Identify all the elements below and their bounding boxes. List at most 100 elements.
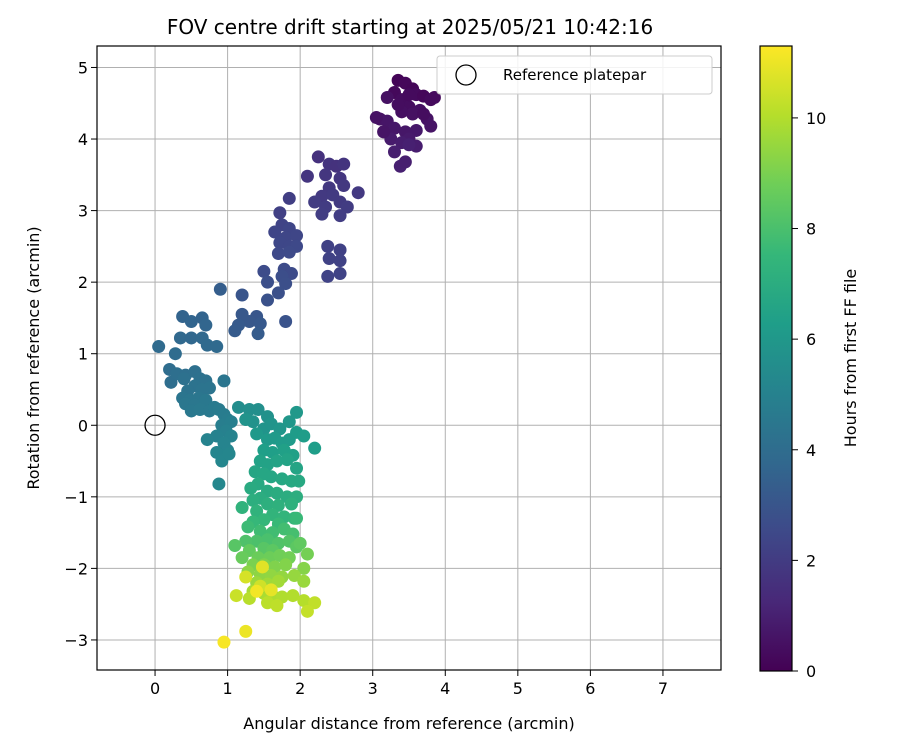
colorbar: 0 2 4 6 8 10 Hours from first FF file xyxy=(759,45,860,681)
data-point xyxy=(253,524,267,538)
y-tick-label: −1 xyxy=(64,488,88,507)
data-point xyxy=(251,327,265,341)
x-tick-label: 4 xyxy=(440,679,450,698)
data-point xyxy=(212,477,226,491)
data-point xyxy=(380,91,394,105)
data-point xyxy=(321,239,335,253)
data-point xyxy=(235,288,249,302)
data-point xyxy=(173,331,187,345)
data-point xyxy=(264,583,278,597)
data-point xyxy=(340,200,354,214)
x-axis-ticks: 0 1 2 3 4 5 6 7 xyxy=(150,670,668,698)
y-axis-ticks: −3 −2 −1 0 1 2 3 4 5 xyxy=(64,58,97,650)
data-point xyxy=(210,340,224,354)
data-point xyxy=(427,91,441,105)
data-point xyxy=(250,427,264,441)
data-point xyxy=(292,474,306,488)
legend-marker-icon xyxy=(455,64,477,86)
colorbar-label: Hours from first FF file xyxy=(841,269,860,448)
data-point xyxy=(282,415,296,429)
y-tick-label: 3 xyxy=(78,202,88,221)
data-point xyxy=(297,574,311,588)
y-tick-label: −3 xyxy=(64,631,88,650)
x-tick-label: 6 xyxy=(585,679,595,698)
colorbar-gradient xyxy=(759,45,793,672)
colorbar-tick-label: 0 xyxy=(806,662,816,681)
x-axis-label: Angular distance from reference (arcmin) xyxy=(243,714,574,733)
colorbar-tick-label: 2 xyxy=(806,551,816,570)
data-point xyxy=(333,209,347,223)
data-point xyxy=(300,169,314,183)
data-point xyxy=(308,441,322,455)
data-point xyxy=(337,179,351,193)
data-point xyxy=(217,374,231,388)
data-point xyxy=(337,157,351,171)
plot-area: 0 1 2 3 4 5 6 7 −3 −2 −1 0 1 2 3 4 5 xyxy=(64,45,722,698)
data-point xyxy=(333,243,347,257)
data-point xyxy=(217,635,231,649)
data-point xyxy=(270,486,284,500)
data-point xyxy=(228,324,242,338)
data-point xyxy=(253,317,267,331)
data-point xyxy=(228,538,242,552)
data-point xyxy=(261,275,275,289)
data-point xyxy=(239,413,253,427)
data-point xyxy=(409,123,423,137)
data-point xyxy=(280,453,294,467)
data-point xyxy=(235,551,249,565)
data-point xyxy=(255,560,269,574)
data-point xyxy=(315,207,329,221)
data-point xyxy=(279,315,293,329)
data-point xyxy=(152,340,166,354)
data-point xyxy=(279,277,293,291)
data-point xyxy=(222,447,236,461)
data-point xyxy=(202,381,216,395)
x-tick-label: 3 xyxy=(368,679,378,698)
data-point xyxy=(235,307,249,321)
data-point xyxy=(251,403,265,417)
data-point xyxy=(311,150,325,164)
data-point xyxy=(406,107,420,121)
legend: Reference platepar xyxy=(436,55,713,95)
x-tick-label: 1 xyxy=(223,679,233,698)
data-point xyxy=(250,504,264,518)
colorbar-tick-label: 6 xyxy=(806,330,816,349)
data-point xyxy=(177,372,191,386)
data-point xyxy=(293,536,307,550)
data-point xyxy=(398,155,412,169)
data-point xyxy=(200,433,214,447)
data-point xyxy=(271,247,285,261)
y-axis-label: Rotation from reference (arcmin) xyxy=(24,226,43,489)
reference-platepar-marker xyxy=(144,414,166,436)
y-tick-label: 0 xyxy=(78,416,88,435)
data-point xyxy=(261,293,275,307)
data-point xyxy=(300,604,314,618)
y-tick-label: 1 xyxy=(78,345,88,364)
data-point xyxy=(270,454,284,468)
data-point xyxy=(199,318,213,332)
data-point xyxy=(271,498,285,512)
legend-label: Reference platepar xyxy=(503,66,647,84)
data-point xyxy=(241,520,255,534)
y-tick-label: 5 xyxy=(78,58,88,77)
data-point xyxy=(279,558,293,572)
data-point xyxy=(235,501,249,515)
data-point xyxy=(417,107,431,121)
colorbar-tick-label: 8 xyxy=(806,220,816,239)
data-point xyxy=(273,206,287,220)
data-point xyxy=(351,186,365,200)
chart-title: FOV centre drift starting at 2025/05/21 … xyxy=(167,15,653,39)
x-tick-label: 2 xyxy=(295,679,305,698)
data-point xyxy=(287,569,301,583)
data-point xyxy=(391,98,405,112)
y-tick-label: −2 xyxy=(64,559,88,578)
data-point xyxy=(333,254,347,268)
data-point xyxy=(239,624,253,638)
data-point xyxy=(261,497,275,511)
data-point xyxy=(257,264,271,278)
data-point xyxy=(424,119,438,133)
plot-frame xyxy=(96,45,722,671)
data-point xyxy=(231,400,245,414)
legend-box xyxy=(436,55,713,95)
